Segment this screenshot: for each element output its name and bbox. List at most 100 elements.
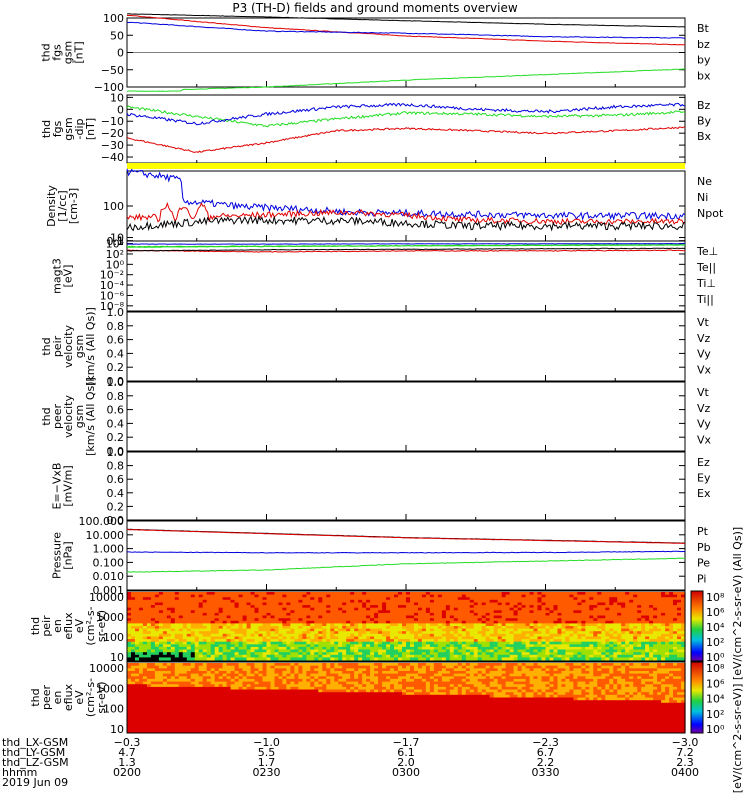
y-tick-label: 0.0: [107, 375, 125, 388]
colorbar-tick-label: 10⁰: [706, 651, 725, 664]
series-bz-dip: [126, 126, 686, 153]
y-axis-label: (cm²-s-: [84, 678, 97, 717]
ephemeris-value: −0.3: [114, 736, 141, 749]
y-tick-label: 0.8: [107, 460, 125, 473]
y-axis-label: [cm-3]: [67, 188, 80, 224]
y-tick-label: 0: [117, 47, 124, 60]
ephemeris-value: 1.7: [258, 756, 276, 769]
y-tick-label: 10000: [89, 662, 124, 675]
legend-bz: Bz: [697, 99, 711, 112]
ephemeris-value: −3.0: [672, 736, 699, 749]
y-tick-label: 1.000: [93, 543, 125, 556]
colorbar-tick-label: 10⁸: [706, 662, 725, 675]
y-axis-label: fgs: [51, 44, 64, 61]
spectrogram-cells: [127, 592, 686, 661]
series-ti-perp: [126, 244, 686, 248]
ephemeris-value: 5.5: [258, 746, 276, 759]
legend-ti: Ti||: [696, 293, 714, 306]
y-tick-label: 0.010: [93, 570, 125, 583]
y-tick-label: 50: [110, 29, 124, 42]
y-axis-label: en: [51, 619, 64, 633]
y-tick-label: 0.8: [107, 320, 125, 333]
y-axis-label: Pressure: [51, 532, 64, 579]
legend-ex: Ex: [697, 487, 711, 500]
colorbar-tick-label: 10²: [706, 708, 724, 721]
y-tick-label: 10.000: [86, 529, 125, 542]
y-tick-label: 10: [110, 91, 124, 104]
ephemeris-label: thd_LY-GSM: [2, 746, 65, 759]
y-axis-label: gsm: [62, 117, 75, 140]
panel-frame: [126, 381, 686, 452]
series-ni: [126, 215, 686, 232]
legend-pb: Pb: [697, 541, 711, 554]
y-tick-label: 0.6: [107, 404, 125, 417]
colorbar-1: 10⁸ 10⁶ 10⁴ 10² 10⁰: [690, 590, 725, 664]
colorbar-tick-label: 10⁴: [706, 693, 725, 706]
ephemeris-value: 1.3: [118, 756, 136, 769]
legend-vx: Vx: [697, 433, 712, 446]
panel-spec-i: 10000 1000 100 10 thdpeirenefluxeV(cm²-s-sr-…: [29, 590, 686, 664]
y-tick-label: 10⁻⁴: [100, 279, 125, 292]
series-bx-dip: [126, 102, 685, 126]
y-tick-label: 0.2: [107, 431, 125, 444]
y-axis-label: thd: [40, 120, 53, 138]
y-axis-label: [nT]: [84, 118, 97, 140]
y-axis-label: en: [51, 691, 64, 705]
y-axis-label: peir: [51, 335, 64, 357]
legend-bx: bx: [697, 69, 711, 82]
panel-frame: [126, 661, 686, 734]
ephemeris-value: 2.2: [537, 756, 555, 769]
panel-vi: 1.00.80.60.40.20.0thdpeirvelocitygsm[km/…: [40, 306, 712, 388]
y-axis-label: [km/s (All Qs)]: [84, 307, 97, 386]
y-tick-label: 1.0: [107, 306, 125, 319]
series-by: [126, 68, 686, 92]
y-tick-label: 10: [110, 723, 124, 736]
y-tick-label: 0.0: [107, 445, 125, 458]
ephemeris-value: −1.0: [253, 736, 280, 749]
y-tick-label: 10: [110, 651, 124, 664]
y-tick-label: 0.2: [107, 500, 125, 513]
y-tick-label: 1000: [96, 682, 124, 695]
series-by-dip: [126, 105, 686, 128]
y-axis-label: peer: [51, 404, 64, 430]
series-pi: [127, 550, 685, 554]
colorbar-tick-label: 10⁰: [706, 723, 725, 736]
y-tick-label: 0.8: [107, 390, 125, 403]
legend-bt: Bt: [697, 22, 710, 35]
legend-vy: Vy: [697, 348, 711, 361]
legend-pi: Pi: [697, 572, 706, 585]
y-tick-label: −100: [94, 81, 124, 94]
y-tick-label: 100: [103, 703, 124, 716]
y-tick-label: 0.4: [107, 487, 125, 500]
y-axis-label: [1/cc]: [56, 190, 69, 221]
spectrogram-cells: [127, 663, 686, 733]
date-label: 2019 Jun 09: [2, 776, 68, 789]
y-axis-label: gsm: [73, 405, 86, 428]
y-axis-label: [mV/m]: [62, 465, 75, 506]
y-axis-label: E=−VxB: [51, 463, 64, 510]
panel-spec-e: 10000 1000 100 10 thdpeerenefluxeV(cm²-s-sr-…: [29, 661, 686, 736]
legend-by: by: [697, 54, 711, 67]
y-tick-label: −10: [101, 115, 124, 128]
ephemeris-value: 2.3: [676, 756, 694, 769]
y-axis-label: eV: [73, 618, 86, 633]
y-tick-label: 0: [117, 103, 124, 116]
panel-frame: [126, 590, 686, 662]
y-tick-label: 10: [110, 232, 124, 245]
y-tick-label: −20: [101, 127, 124, 140]
legend-ne: Ne: [697, 175, 712, 188]
ephemeris-value: 2.0: [397, 756, 415, 769]
y-axis-label: magt3: [51, 258, 64, 294]
y-axis-label: eV: [73, 690, 86, 705]
y-tick-label: −50: [101, 64, 124, 77]
y-axis-label: fgs: [51, 120, 64, 137]
y-tick-label: −40: [101, 151, 124, 164]
y-axis-label: thd: [40, 43, 53, 61]
legend-vz: Vz: [697, 332, 711, 345]
